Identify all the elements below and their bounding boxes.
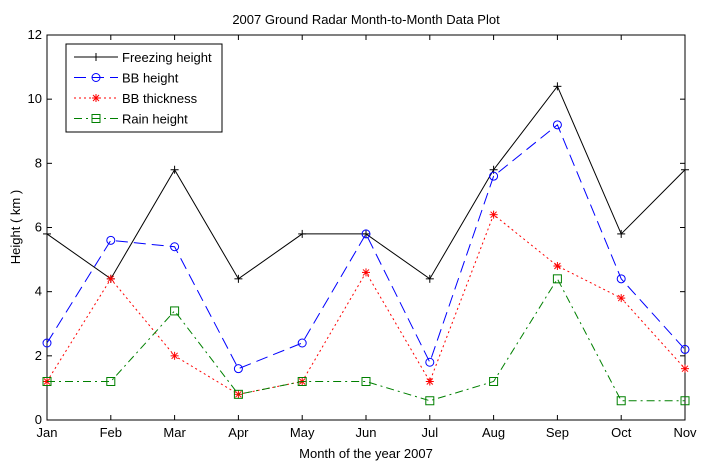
x-axis-label: Month of the year 2007	[299, 446, 433, 461]
y-tick-label: 2	[35, 348, 42, 363]
series-line-bb-height	[46, 124, 686, 370]
data-point-rain-height	[489, 377, 499, 386]
data-point-bb-thickness	[170, 351, 179, 360]
data-point-freezing-height	[298, 229, 307, 238]
star-marker-d2	[235, 390, 242, 398]
data-point-bb-thickness	[362, 268, 370, 277]
data-point-rain-height	[552, 274, 562, 284]
star-marker-d2	[171, 352, 178, 360]
y-axis-label: Height ( km )	[8, 190, 23, 264]
data-point-bb-height	[233, 364, 243, 374]
data-point-freezing-height	[425, 274, 434, 283]
star-marker-d2	[554, 262, 561, 270]
data-point-rain-height	[680, 396, 690, 406]
x-tick-label: Feb	[100, 425, 122, 440]
legend-entry-freezing-height: Freezing height	[74, 50, 212, 65]
x-tick-label: Oct	[611, 425, 632, 440]
legend-entry-bb-height: BB height	[74, 71, 179, 86]
y-tick-label: 0	[35, 412, 42, 427]
star-marker-d2	[490, 211, 497, 219]
data-point-bb-height	[425, 357, 435, 367]
data-point-bb-thickness	[425, 377, 434, 386]
y-tick-label: 8	[35, 155, 42, 170]
data-point-bb-height	[616, 274, 626, 284]
legend-label: BB height	[122, 71, 179, 86]
data-point-bb-height	[552, 120, 562, 130]
legend-entry-bb-thickness: BB thickness	[74, 91, 198, 106]
data-point-bb-thickness	[681, 364, 689, 373]
data-point-bb-height	[170, 242, 180, 252]
data-point-freezing-height	[553, 82, 562, 91]
y-tick-label: 10	[28, 91, 42, 106]
y-tick-label: 12	[28, 27, 42, 42]
data-point-bb-thickness	[553, 262, 562, 270]
data-point-bb-height	[42, 338, 52, 348]
data-point-rain-height	[233, 389, 243, 399]
y-tick-label: 4	[35, 284, 42, 299]
star-marker-d2	[362, 269, 370, 276]
data-point-rain-height	[170, 306, 180, 316]
x-tick-label: Mar	[163, 425, 186, 440]
data-point-freezing-height	[362, 229, 370, 238]
data-point-rain-height	[616, 396, 626, 406]
data-point-bb-height	[489, 171, 499, 181]
axes: Jan Feb Mar Apr May Jun Jul Aug Sep Oct Nov 0 2 4 6 8 10…	[28, 27, 698, 440]
x-tick-label: Nov	[673, 425, 697, 440]
data-point-bb-height	[106, 235, 116, 245]
data-point-bb-height	[361, 229, 371, 239]
legend-label: BB thickness	[122, 91, 198, 106]
legend-marker	[91, 114, 101, 123]
data-point-rain-height	[106, 377, 116, 386]
data-point-rain-height	[425, 396, 435, 406]
data-point-bb-height	[297, 338, 307, 348]
data-point-rain-height	[361, 377, 371, 386]
star-marker-d2	[426, 378, 434, 385]
data-point-bb-thickness	[234, 390, 243, 399]
data-point-freezing-height	[43, 229, 51, 238]
data-point-bb-thickness	[106, 274, 115, 283]
data-point-freezing-height	[681, 165, 689, 174]
data-point-bb-thickness	[489, 210, 498, 219]
x-tick-label: Apr	[228, 425, 249, 440]
star-marker-d2	[92, 94, 100, 102]
legend-marker	[92, 94, 100, 102]
x-tick-label: May	[290, 425, 315, 440]
data-point-freezing-height	[170, 165, 179, 174]
data-point-bb-thickness	[617, 294, 626, 303]
star-marker-d2	[107, 275, 115, 283]
legend-label: Rain height	[122, 112, 188, 127]
x-tick-label: Aug	[482, 425, 505, 440]
legend-label: Freezing height	[122, 50, 212, 65]
legend: Freezing height BB height BB thickness Rain…	[65, 43, 223, 133]
star-marker-d2	[681, 365, 689, 373]
data-point-freezing-height	[234, 274, 243, 283]
chart-title: 2007 Ground Radar Month-to-Month Data Pl…	[232, 12, 500, 27]
legend-marker	[91, 73, 101, 82]
series-line-rain-height	[47, 277, 685, 402]
x-tick-label: Jan	[37, 425, 58, 440]
legend-entry-rain-height: Rain height	[74, 112, 188, 127]
series-bb-height	[42, 120, 690, 374]
star-marker-d2	[617, 294, 625, 302]
series-rain-height	[42, 274, 690, 406]
legend-marker	[92, 53, 100, 61]
data-point-bb-height	[680, 344, 690, 354]
y-tick-label: 6	[35, 220, 42, 235]
x-tick-label: Sep	[546, 425, 569, 440]
data-point-freezing-height	[617, 229, 626, 238]
x-tick-label: Jul	[421, 425, 438, 440]
data-point-rain-height	[42, 377, 52, 386]
x-tick-label: Jun	[356, 425, 377, 440]
data-point-rain-height	[297, 377, 307, 386]
series-layer	[42, 82, 690, 406]
